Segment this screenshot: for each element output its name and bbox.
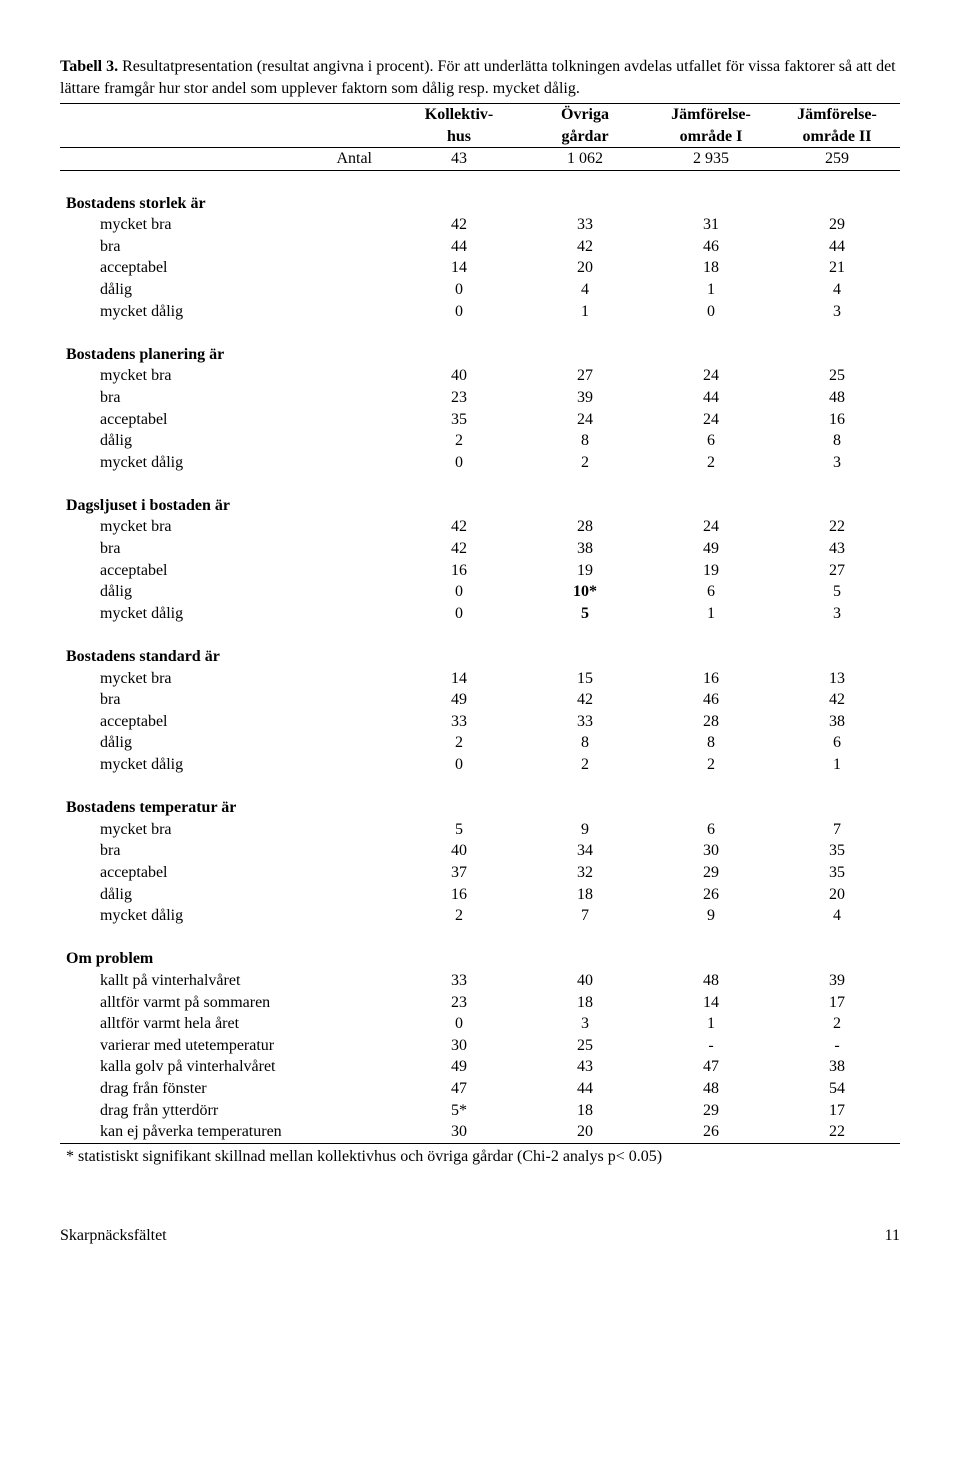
table-footnote: * statistiskt signifikant skillnad mella… bbox=[60, 1143, 900, 1167]
results-table: Kollektiv-ÖvrigaJämförelse-Jämförelse-hu… bbox=[60, 103, 900, 1167]
caption-bold: Tabell 3. bbox=[60, 58, 118, 75]
footer-left: Skarpnäcksfältet bbox=[60, 1227, 167, 1245]
caption-text: Resultatpresentation (resultat angivna i… bbox=[60, 58, 896, 97]
table-caption: Tabell 3. Resultatpresentation (resultat… bbox=[60, 56, 900, 99]
page-footer: Skarpnäcksfältet 11 bbox=[60, 1227, 900, 1245]
footer-page-number: 11 bbox=[885, 1227, 900, 1245]
